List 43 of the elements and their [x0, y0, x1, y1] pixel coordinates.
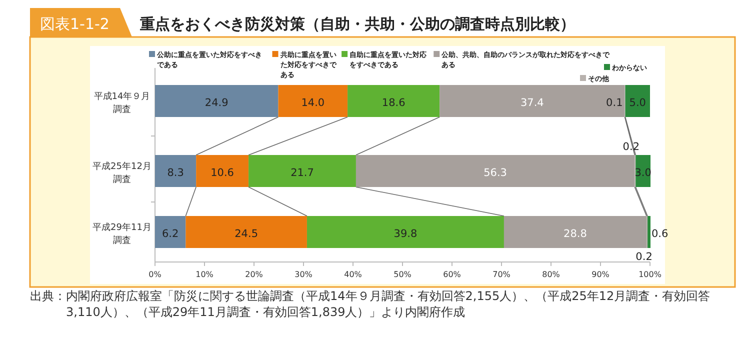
- bar: [504, 216, 647, 248]
- bar: [186, 216, 307, 248]
- x-tick-label: 0%: [148, 270, 162, 279]
- data-label: 24.5: [234, 228, 258, 240]
- data-label: 8.3: [167, 167, 184, 179]
- data-label: 0.6: [651, 228, 669, 240]
- x-tick-label: 100%: [638, 270, 662, 279]
- data-label: 56.3: [484, 167, 508, 179]
- bar: [440, 85, 625, 117]
- x-tick-label: 60%: [443, 270, 462, 279]
- data-label: 5.0: [629, 97, 646, 109]
- bar: [306, 216, 504, 248]
- x-tick-label: 80%: [542, 270, 560, 279]
- data-label: 6.2: [162, 228, 179, 240]
- x-tick-label: 20%: [245, 270, 264, 279]
- data-label: 0.1: [606, 97, 623, 109]
- x-tick-label: 90%: [592, 270, 610, 279]
- x-tick-label: 70%: [492, 270, 511, 279]
- data-label: 37.4: [520, 97, 544, 109]
- data-label: 24.9: [204, 97, 228, 109]
- bar: [348, 85, 440, 117]
- data-label: 14.0: [301, 97, 325, 109]
- data-label: 0.2: [636, 251, 652, 263]
- data-label: 10.6: [210, 167, 234, 179]
- x-tick-label: 30%: [294, 270, 313, 279]
- bar: [155, 216, 186, 248]
- data-label: 18.6: [382, 97, 406, 109]
- data-label: 39.8: [394, 228, 418, 240]
- x-tick-label: 10%: [196, 270, 214, 279]
- y-tick-label: 平成14年９月調査: [94, 91, 150, 115]
- y-tick-label: 平成29年11月調査: [92, 222, 152, 246]
- y-tick-label: 平成25年12月調査: [92, 161, 152, 185]
- bar: [648, 216, 650, 248]
- x-tick-label: 50%: [394, 270, 412, 279]
- source-note: 出典：内閣府政府広報室「防災に関する世論調査（平成14年９月調査・有効回答2,155人）、（平成25年12月調査・有効回答3,110人）、（平成29年11月調査・有効回答1,839人）」より内閣府作成: [30, 288, 712, 320]
- chart-subtitle: 図表1-1-2: [40, 15, 110, 33]
- bar: [155, 85, 278, 117]
- data-label: 28.8: [564, 228, 587, 240]
- chart-title: 重点をおくべき防災対策（自助・共助・公助の調査時点別比較）: [139, 15, 575, 33]
- bar: [278, 85, 348, 117]
- data-label: 21.7: [290, 167, 314, 179]
- bar: [625, 85, 650, 117]
- x-tick-label: 40%: [344, 270, 362, 279]
